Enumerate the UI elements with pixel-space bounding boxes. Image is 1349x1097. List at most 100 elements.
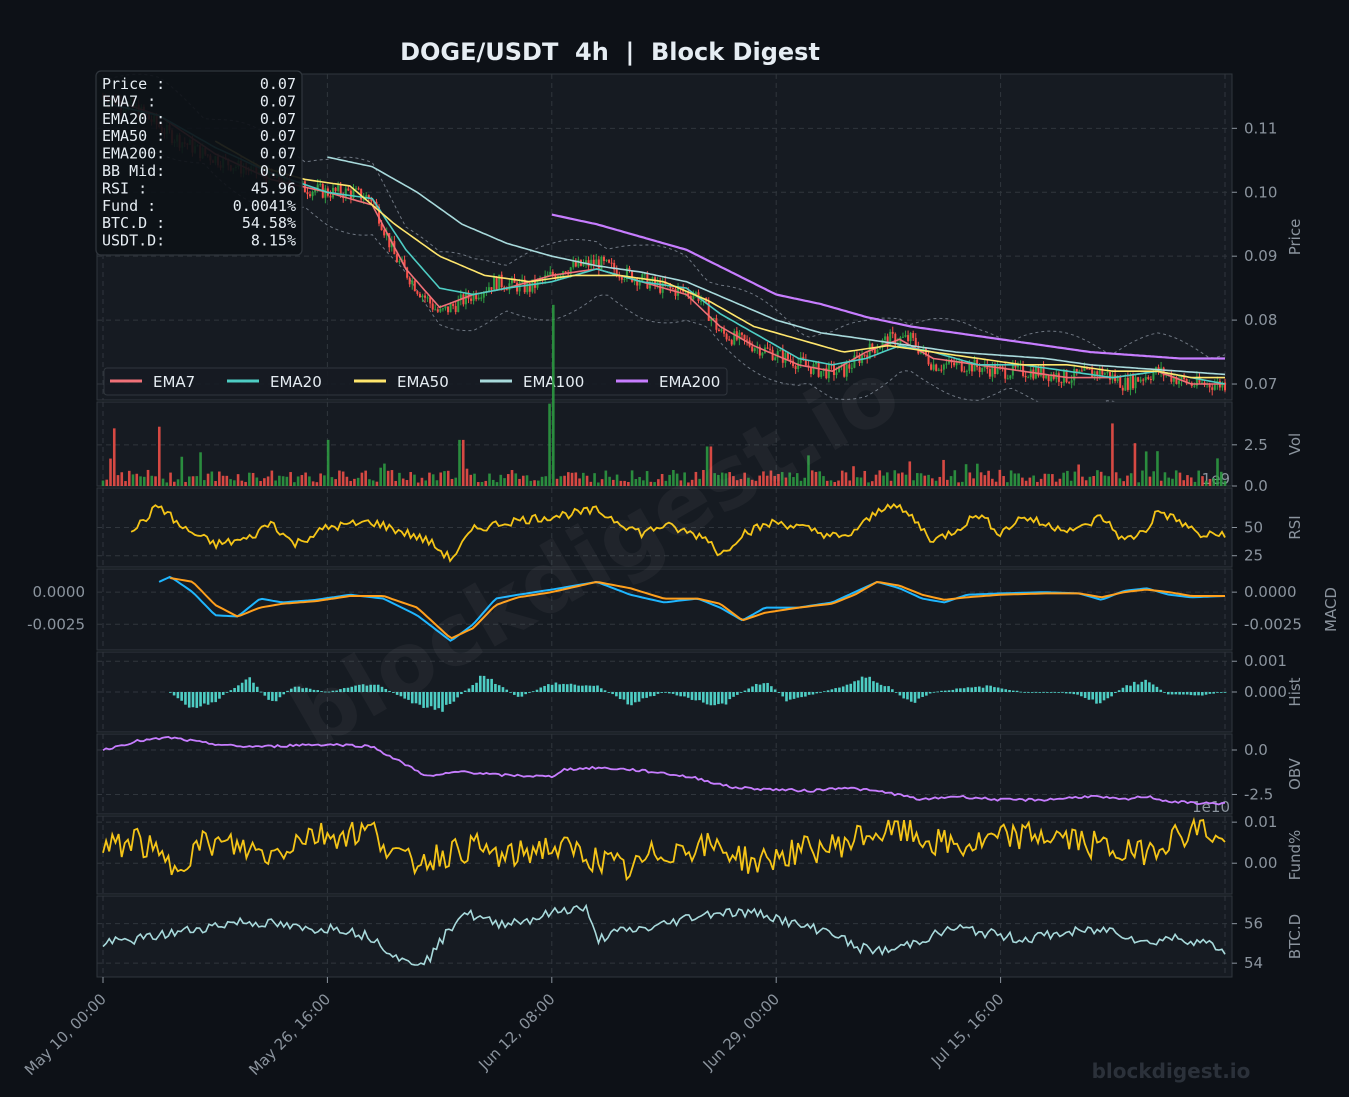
- hist-bar: [830, 689, 834, 692]
- volume-bar: [341, 471, 345, 486]
- hist-bar: [868, 676, 871, 692]
- hist-bar: [180, 692, 183, 701]
- panel-frame: [96, 815, 1233, 895]
- volume-bar: [326, 439, 330, 486]
- hist-bar: [872, 681, 875, 692]
- volume-bar: [1148, 476, 1152, 486]
- volume-bar: [702, 469, 705, 486]
- hist-bar: [940, 690, 943, 692]
- candle-body: [1042, 366, 1045, 379]
- hist-bar: [936, 691, 940, 693]
- candle-body: [1057, 373, 1060, 382]
- y-tick-label: 0.00: [1244, 854, 1277, 872]
- volume-bar: [413, 474, 416, 486]
- info-value: 0.07: [260, 162, 296, 180]
- hist-bar: [875, 682, 879, 692]
- candle-body: [817, 362, 820, 377]
- candle-body: [965, 370, 968, 372]
- volume-bar: [589, 481, 593, 486]
- candle-body: [1068, 382, 1071, 384]
- hist-bar: [754, 683, 758, 692]
- volume-bar: [615, 474, 619, 486]
- hist-bar: [894, 692, 898, 693]
- volume-bar: [266, 476, 270, 486]
- candle-body: [1126, 378, 1129, 390]
- hist-bar: [497, 685, 501, 692]
- candle-body: [901, 336, 904, 338]
- candle-body: [378, 206, 381, 224]
- candle-body: [799, 356, 802, 363]
- volume-bar: [885, 472, 889, 486]
- hist-bar: [237, 685, 240, 692]
- volume-bar: [593, 473, 596, 486]
- hist-bar: [407, 692, 410, 700]
- macd-signal-line: [170, 577, 1225, 640]
- hist-bar: [932, 691, 936, 693]
- hist-bar: [785, 692, 788, 702]
- volume-bar: [964, 464, 968, 486]
- volume-bar: [1062, 472, 1065, 486]
- volume-bar: [570, 472, 574, 486]
- candle-body: [853, 355, 856, 368]
- hist-bar: [1185, 692, 1189, 695]
- hist-bar: [176, 692, 180, 699]
- hist-bar: [1019, 691, 1023, 693]
- volume-bar: [803, 477, 807, 486]
- volume-bar: [919, 473, 923, 486]
- volume-bar: [818, 471, 822, 486]
- hist-bar: [520, 692, 524, 697]
- volume-bar: [698, 478, 701, 486]
- candle-body: [786, 352, 789, 360]
- hist-bar: [535, 689, 539, 692]
- hist-bar: [482, 675, 486, 692]
- hist-bar: [1121, 687, 1125, 692]
- candle-body: [1172, 377, 1175, 382]
- volume-bar: [1107, 476, 1110, 486]
- candle-body: [487, 287, 490, 292]
- candle-body: [878, 347, 881, 350]
- candle-body: [715, 318, 718, 330]
- volume-bar: [563, 475, 566, 486]
- volume-bar: [544, 476, 548, 486]
- hist-bar: [879, 684, 883, 692]
- volume-bar: [229, 479, 232, 486]
- candle-body: [710, 318, 713, 321]
- volume-bar: [386, 470, 390, 486]
- volume-bar: [311, 481, 315, 486]
- hist-bar: [233, 687, 236, 692]
- y-tick-label: 0.08: [1244, 311, 1277, 329]
- hist-bar: [1219, 692, 1223, 693]
- volume-bar: [1137, 482, 1140, 486]
- volume-bar: [987, 470, 990, 486]
- hist-bar: [989, 685, 992, 692]
- volume-bar: [908, 461, 912, 486]
- hist-bar: [1170, 692, 1174, 695]
- candle-body: [820, 371, 823, 377]
- volume-bar: [612, 479, 615, 486]
- hist-bar: [834, 688, 837, 692]
- volume-bar: [687, 482, 690, 486]
- hist-bar: [1129, 685, 1132, 692]
- candle-body: [1193, 385, 1196, 387]
- volume-bar: [127, 470, 131, 486]
- volume-bar: [495, 482, 499, 486]
- candle-body: [792, 360, 795, 367]
- volume-bar: [296, 476, 300, 486]
- y-axis-label: BTC.D: [1286, 914, 1304, 959]
- volume-bar: [1077, 464, 1080, 486]
- candle-body: [1024, 375, 1027, 378]
- hist-bar: [649, 692, 652, 697]
- volume-bar: [642, 480, 645, 486]
- candle-body: [643, 273, 646, 275]
- volume-bar: [867, 482, 870, 486]
- volume-bar: [188, 476, 191, 486]
- candle-body: [403, 259, 406, 268]
- hist-bar: [705, 692, 709, 705]
- volume-bar: [1114, 472, 1118, 486]
- candle-body: [490, 287, 493, 290]
- volume-bar: [1099, 471, 1103, 486]
- candle-body: [1014, 363, 1017, 368]
- y-tick-label: 50: [1244, 519, 1263, 537]
- volume-bar: [206, 473, 210, 486]
